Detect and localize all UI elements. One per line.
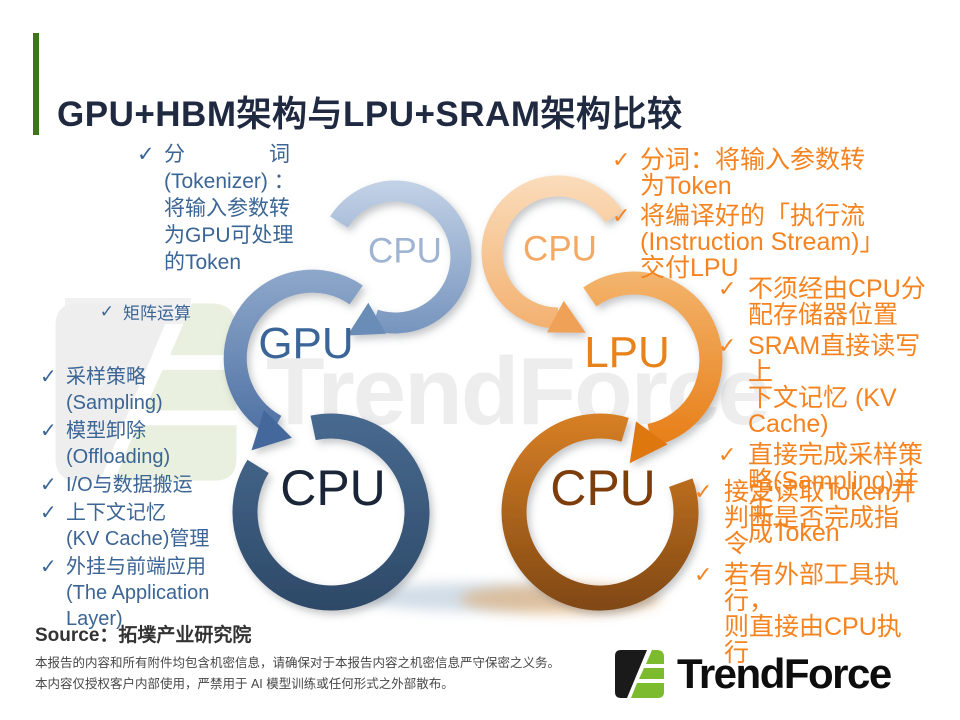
disclaimer: 本报告的内容和所有附件均包含机密信息，请确保对于本报告内容之机密信息严守保密之义… xyxy=(35,653,560,695)
list-item: ✓ 分 词 (Tokenizer) ： 将输入参数转 为GPU可处理 的Toke… xyxy=(137,143,295,274)
page-title: GPU+HBM架构与LPU+SRAM架构比较 xyxy=(57,95,683,135)
left-bottom-ring-label: CPU xyxy=(280,460,386,516)
title-accent-bar xyxy=(33,33,39,135)
trendforce-logo-text: TrendForce xyxy=(677,650,892,697)
check-icon: ✓ xyxy=(694,562,713,587)
left-mid-ring-label: GPU xyxy=(258,319,354,368)
check-icon: ✓ xyxy=(718,333,737,358)
trendforce-logo-icon xyxy=(615,650,664,698)
right-mid-ring-label: LPU xyxy=(584,328,670,377)
check-icon: ✓ xyxy=(40,420,57,442)
check-icon: ✓ xyxy=(99,301,114,321)
disclaimer-line-1: 本报告的内容和所有附件均包含机密信息，请确保对于本报告内容之机密信息严守保密之义… xyxy=(35,656,561,670)
source-text: Source：拓墣产业研究院 xyxy=(35,625,252,646)
check-icon: ✓ xyxy=(694,479,713,504)
list-item: ✓ SRAM直接读写上 下文记忆 (KV Cache) xyxy=(718,332,921,438)
check-icon: ✓ xyxy=(40,556,57,578)
list-left-top: ✓ 分 词 (Tokenizer) ： 将输入参数转 为GPU可处理 的Toke… xyxy=(137,141,316,276)
list-right-top: ✓ 分词：将输入参数转 为Token ✓ 将编译好的「执行流 (Instruct… xyxy=(612,147,910,285)
right-top-ring-label: CPU xyxy=(523,229,597,269)
check-icon: ✓ xyxy=(612,147,631,172)
list-item: ✓ 模型卸除 (Offloading) xyxy=(40,420,171,468)
trendforce-logo: TrendForce xyxy=(613,648,892,700)
list-item: ✓ I/O与数据搬运 xyxy=(40,474,193,496)
list-item: ✓ 将编译好的「执行流 (Instruction Stream)」 交付LPU xyxy=(612,202,885,282)
list-left-bottom: ✓ 采样策略 (Sampling) ✓ 模型卸除 (Offloading) ✓ … xyxy=(40,364,236,634)
check-icon: ✓ xyxy=(40,474,57,496)
list-item: ✓ 采样策略 (Sampling) xyxy=(40,366,163,414)
list-item: ✓ 直接完成采样策 略(Sampling)并生 成Token xyxy=(718,441,924,547)
check-icon: ✓ xyxy=(40,502,57,524)
list-item: ✓ 上下文记忆 (KV Cache)管理 xyxy=(40,502,210,550)
check-icon: ✓ xyxy=(137,143,155,166)
list-item: ✓ 分词：将输入参数转 为Token xyxy=(612,146,866,200)
left-top-ring-label: CPU xyxy=(368,231,442,271)
list-item: ✓ 接受读取Token并 判断是否完成指令 xyxy=(694,478,916,558)
list-item-matrix: ✓ 矩阵运算 xyxy=(99,301,191,324)
check-icon: ✓ xyxy=(40,366,57,388)
list-right-mid: ✓ 不须经由CPU分 配存储器位置 ✓ SRAM直接读写上 下文记忆 (KV C… xyxy=(718,276,926,551)
check-icon: ✓ xyxy=(718,442,737,467)
check-icon: ✓ xyxy=(718,276,737,301)
list-item: ✓ 若有外部工具执行， 则直接由CPU执行 xyxy=(694,561,902,667)
disclaimer-line-2: 本内容仅授权客户内部使用，严禁用于 AI 模型训练或任何形式之外部散布。 xyxy=(35,677,454,691)
list-item: ✓ 外挂与前端应用 (The Application Layer) xyxy=(40,556,210,630)
right-bottom-ring-label: CPU xyxy=(550,460,656,516)
list-item: ✓ 不须经由CPU分 配存储器位置 xyxy=(718,275,926,329)
check-icon: ✓ xyxy=(612,203,631,228)
list-right-bottom: ✓ 接受读取Token并 判断是否完成指令 ✓ 若有外部工具执行， 则直接由CP… xyxy=(694,479,919,671)
